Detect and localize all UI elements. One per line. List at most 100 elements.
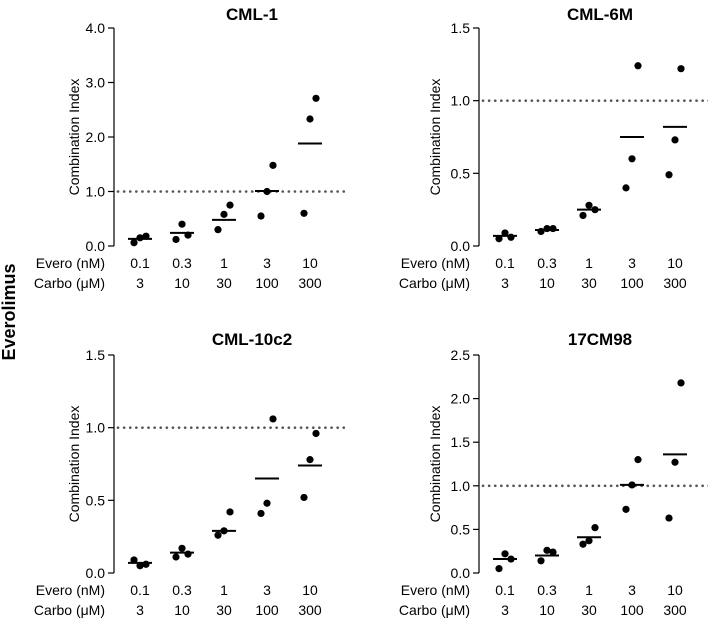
row-label-evero: Evero (nM) bbox=[401, 255, 470, 271]
y-axis-label: Combination Index bbox=[427, 79, 443, 196]
data-point bbox=[130, 556, 138, 564]
data-point bbox=[634, 62, 642, 70]
x-tick-label-evero: 10 bbox=[302, 582, 318, 598]
x-tick-label-evero: 10 bbox=[667, 582, 683, 598]
chart-panel-1: CML-1 Combination Index 0.0 1.0 2.0 3.0 4.0 Eve… bbox=[34, 5, 347, 291]
data-point bbox=[543, 546, 551, 554]
data-point bbox=[501, 550, 509, 558]
data-point bbox=[220, 210, 228, 218]
chart-title: 17CM98 bbox=[568, 330, 632, 349]
y-tick-label: 1.0 bbox=[451, 478, 471, 494]
data-point bbox=[495, 565, 503, 573]
data-point bbox=[306, 456, 314, 464]
data-point bbox=[585, 201, 593, 209]
x-tick-label-evero: 0.3 bbox=[537, 582, 557, 598]
data-point bbox=[172, 553, 180, 561]
data-point bbox=[549, 548, 557, 556]
y-tick-label: 0.0 bbox=[451, 238, 471, 254]
x-tick-label-carbo: 10 bbox=[174, 275, 190, 291]
data-point bbox=[579, 540, 587, 548]
y-axis-label: Combination Index bbox=[66, 406, 82, 523]
x-tick-label-carbo: 100 bbox=[255, 602, 279, 618]
data-point bbox=[226, 508, 234, 516]
y-axis-label: Combination Index bbox=[427, 406, 443, 523]
chart-panel-2: CML-6M Combination Index 0.0 0.5 1.0 1.5 Evero… bbox=[399, 5, 708, 291]
x-tick-label-evero: 3 bbox=[628, 582, 636, 598]
x-tick-label-evero: 1 bbox=[585, 255, 593, 271]
y-tick-label: 0.5 bbox=[451, 521, 471, 537]
y-tick-label: 2.5 bbox=[451, 347, 471, 363]
data-point bbox=[622, 184, 630, 192]
data-point bbox=[537, 557, 545, 565]
data-point bbox=[579, 211, 587, 220]
x-tick-label-carbo: 30 bbox=[581, 602, 597, 618]
y-tick-label: 3.0 bbox=[86, 75, 106, 91]
data-point bbox=[677, 65, 685, 73]
x-tick-label-carbo: 3 bbox=[501, 602, 509, 618]
data-point bbox=[622, 505, 630, 513]
x-tick-label-evero: 1 bbox=[220, 255, 228, 271]
x-tick-label-evero: 10 bbox=[302, 255, 318, 271]
figure-side-label: Everolimus bbox=[0, 263, 19, 360]
data-point bbox=[214, 531, 222, 539]
data-point bbox=[257, 212, 265, 220]
data-point bbox=[130, 239, 138, 247]
x-tick-label-carbo: 3 bbox=[136, 602, 144, 618]
y-tick-label: 1.0 bbox=[86, 420, 106, 436]
chart-title: CML-10c2 bbox=[212, 330, 292, 349]
y-tick-label: 0.5 bbox=[86, 492, 106, 508]
row-label-evero: Evero (nM) bbox=[36, 582, 105, 598]
data-point bbox=[178, 544, 186, 552]
data-point bbox=[300, 209, 308, 217]
y-tick-label: 0.0 bbox=[86, 565, 106, 581]
data-point bbox=[507, 233, 515, 241]
x-tick-label-evero: 1 bbox=[220, 582, 228, 598]
x-tick-label-carbo: 10 bbox=[174, 602, 190, 618]
x-tick-label-carbo: 300 bbox=[663, 275, 687, 291]
data-point bbox=[665, 171, 673, 179]
x-tick-label-evero: 1 bbox=[585, 582, 593, 598]
y-tick-label: 1.5 bbox=[451, 434, 471, 450]
data-point bbox=[628, 155, 636, 163]
data-point bbox=[312, 94, 320, 102]
y-tick-label: 2.0 bbox=[451, 391, 471, 407]
y-axis-label: Combination Index bbox=[66, 79, 82, 196]
data-point bbox=[263, 499, 271, 507]
data-point bbox=[312, 429, 320, 438]
row-label-carbo: Carbo (μM) bbox=[34, 275, 105, 291]
row-label-carbo: Carbo (μM) bbox=[399, 275, 470, 291]
y-tick-label: 2.0 bbox=[86, 129, 106, 145]
x-tick-label-carbo: 100 bbox=[620, 275, 644, 291]
x-tick-label-evero: 0.3 bbox=[172, 255, 192, 271]
row-label-evero: Evero (nM) bbox=[36, 255, 105, 271]
x-tick-label-evero: 10 bbox=[667, 255, 683, 271]
x-tick-label-evero: 0.3 bbox=[172, 582, 192, 598]
data-point bbox=[495, 235, 503, 243]
row-label-carbo: Carbo (μM) bbox=[399, 602, 470, 618]
y-tick-label: 0.0 bbox=[451, 565, 471, 581]
y-tick-label: 1.0 bbox=[86, 184, 106, 200]
x-tick-label-carbo: 300 bbox=[298, 275, 322, 291]
chart-panel-4: 17CM98 Combination Index 0.0 0.5 1.0 1.5 2.0 2.… bbox=[399, 330, 708, 618]
data-point bbox=[671, 136, 679, 144]
x-tick-label-carbo: 300 bbox=[663, 602, 687, 618]
data-point bbox=[300, 493, 308, 502]
x-tick-label-evero: 0.1 bbox=[495, 255, 515, 271]
x-tick-label-carbo: 10 bbox=[539, 602, 555, 618]
data-point bbox=[269, 415, 277, 423]
data-point bbox=[142, 560, 150, 568]
y-tick-label: 0.5 bbox=[451, 165, 471, 181]
data-point bbox=[585, 537, 593, 545]
data-point bbox=[214, 226, 222, 234]
y-tick-label: 1.5 bbox=[86, 347, 106, 363]
data-point bbox=[178, 220, 186, 228]
data-point bbox=[501, 229, 509, 237]
data-point bbox=[269, 161, 277, 169]
x-tick-label-evero: 3 bbox=[263, 255, 271, 271]
x-tick-label-carbo: 3 bbox=[501, 275, 509, 291]
x-tick-label-evero: 0.1 bbox=[130, 582, 150, 598]
x-tick-label-evero: 0.1 bbox=[495, 582, 515, 598]
row-label-evero: Evero (nM) bbox=[401, 582, 470, 598]
data-point bbox=[634, 456, 642, 464]
x-tick-label-evero: 0.1 bbox=[130, 255, 150, 271]
